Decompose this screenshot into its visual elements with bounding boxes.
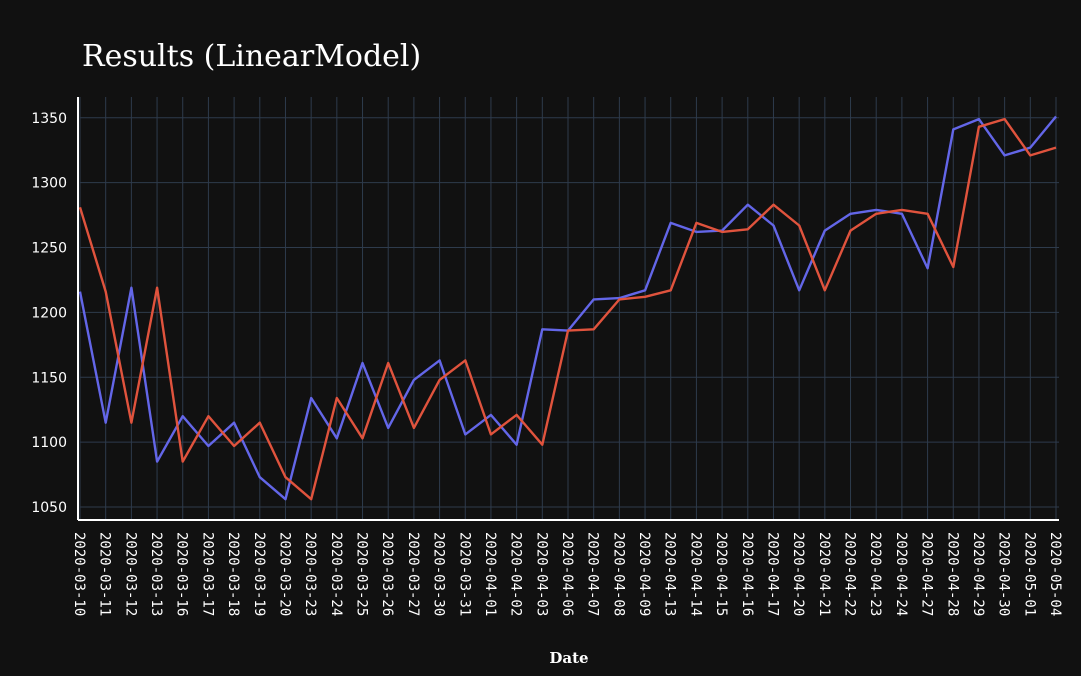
x-tick-label: 2020-04-30	[996, 532, 1012, 616]
y-tick-label: 1250	[31, 241, 67, 257]
x-tick-label: 2020-03-18	[225, 532, 241, 616]
x-tick-label: 2020-04-06	[559, 532, 575, 616]
x-tick-label: 2020-04-15	[713, 532, 729, 616]
chart-title: Results (LinearModel)	[82, 39, 421, 74]
x-tick-label: 2020-03-12	[122, 532, 138, 616]
x-tick-label: 2020-04-21	[816, 532, 832, 616]
x-tick-label: 2020-04-01	[482, 532, 498, 616]
x-tick-label: 2020-04-22	[842, 532, 858, 616]
x-tick-label: 2020-03-23	[302, 532, 318, 616]
x-tick-label: 2020-04-24	[893, 532, 909, 616]
y-tick-labels: 1050 1100 1150 1200 1250 1300 1350	[31, 111, 67, 516]
x-tick-label: 2020-04-09	[636, 532, 652, 616]
x-tick-label: 2020-03-27	[405, 532, 421, 616]
x-tick-label: 2020-03-31	[456, 532, 472, 616]
x-tick-label: 2020-03-19	[251, 532, 267, 616]
x-tick-label: 2020-04-20	[790, 532, 806, 616]
x-axis-label: Date	[549, 649, 588, 667]
x-tick-label: 2020-03-11	[97, 532, 113, 616]
x-tick-label: 2020-03-25	[354, 532, 370, 616]
x-tick-label: 2020-04-16	[739, 532, 755, 616]
x-tick-label: 2020-03-13	[148, 532, 164, 616]
x-tick-label: 2020-03-16	[174, 532, 190, 616]
series-line-2	[78, 117, 1057, 501]
x-tick-label: 2020-05-01	[1021, 532, 1037, 616]
grid	[79, 97, 1059, 520]
x-tick-label: 2020-04-02	[508, 532, 524, 616]
x-tick-labels: 2020-03-10 2020-03-11 2020-03-12 2020-03-13…	[71, 532, 1063, 616]
x-tick-label: 2020-04-14	[687, 532, 703, 616]
y-tick-label: 1200	[31, 305, 67, 321]
y-tick-label: 1050	[31, 500, 67, 516]
x-tick-label: 2020-03-24	[328, 532, 344, 616]
x-tick-label: 2020-04-08	[610, 532, 626, 616]
axes	[77, 97, 1059, 521]
x-tick-label: 2020-03-30	[431, 532, 447, 616]
x-tick-label: 2020-03-10	[71, 532, 87, 616]
x-tick-label: 2020-04-07	[585, 532, 601, 616]
x-tick-label: 2020-04-28	[944, 532, 960, 616]
x-tick-label: 2020-03-17	[199, 532, 215, 616]
x-tick-label: 2020-04-27	[919, 532, 935, 616]
x-tick-label: 2020-04-03	[533, 532, 549, 616]
y-tick-label: 1350	[31, 111, 67, 127]
x-tick-label: 2020-04-23	[867, 532, 883, 616]
x-tick-label: 2020-03-20	[276, 532, 292, 616]
series-lines	[78, 115, 1057, 501]
x-tick-label: 2020-04-17	[764, 532, 780, 616]
y-tick-label: 1100	[31, 435, 67, 451]
x-tick-label: 2020-04-29	[970, 532, 986, 616]
y-tick-label: 1150	[31, 370, 67, 386]
y-tick-label: 1300	[31, 176, 67, 192]
x-tick-label: 2020-03-26	[379, 532, 395, 616]
x-tick-label: 2020-05-04	[1047, 532, 1063, 616]
x-tick-label: 2020-04-13	[662, 532, 678, 616]
